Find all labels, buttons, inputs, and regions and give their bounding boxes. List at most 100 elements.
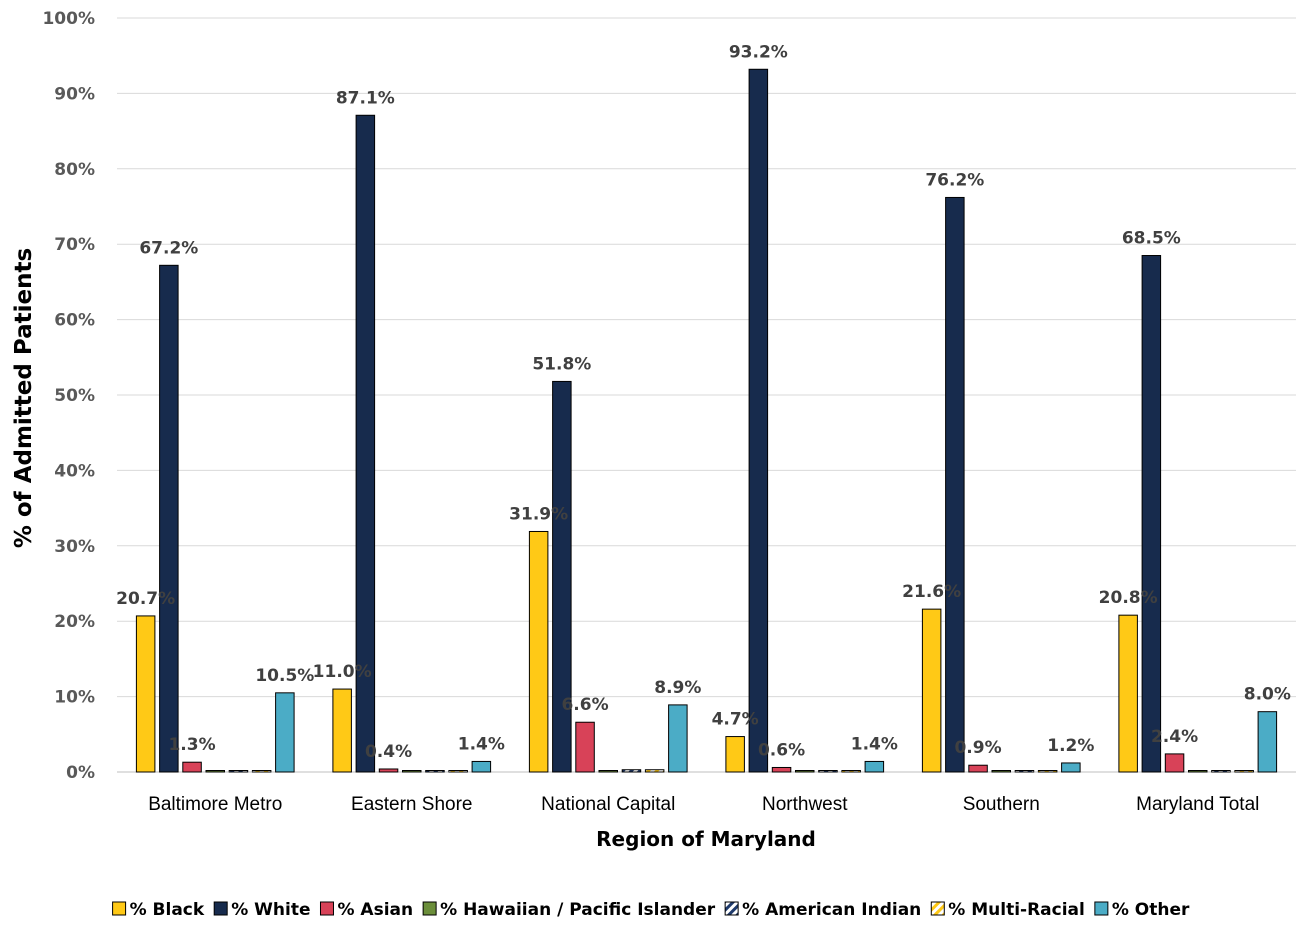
y-tick-label: 30%: [54, 537, 95, 557]
y-tick-label: 90%: [54, 84, 95, 104]
bar-american-indian-northwest: [818, 770, 838, 773]
data-label-asian-eastern-shore: 0.4%: [365, 742, 412, 762]
bar-hawaiian-pacific-islander-northwest: [795, 770, 815, 773]
bar-hawaiian-pacific-islander-national-capital: [598, 770, 618, 773]
bar-asian-baltimore-metro: [182, 761, 202, 773]
legend-item-other: % Other: [1094, 900, 1190, 920]
data-label-black-eastern-shore: 11.0%: [313, 662, 372, 682]
bar-white-national-capital: [552, 380, 572, 773]
bar-american-indian-maryland-total: [1211, 770, 1231, 773]
data-label-white-northwest: 93.2%: [729, 42, 788, 62]
bar-multi-racial-national-capital: [644, 769, 665, 773]
y-tick-label: 10%: [54, 688, 95, 708]
data-label-other-eastern-shore: 1.4%: [458, 734, 505, 754]
legend-label: % Hawaiian / Pacific Islander: [440, 900, 716, 920]
bar-other-northwest: [864, 760, 885, 773]
data-label-black-northwest: 4.7%: [712, 710, 759, 730]
bar-white-baltimore-metro: [159, 264, 179, 773]
x-tick-label-baltimore-metro: Baltimore Metro: [148, 794, 282, 815]
data-label-asian-national-capital: 6.6%: [561, 695, 608, 715]
bar-other-maryland-total: [1257, 711, 1278, 773]
x-axis-title: Region of Maryland: [596, 827, 816, 851]
legend-label: % American Indian: [742, 900, 921, 920]
data-label-black-maryland-total: 20.8%: [1099, 588, 1158, 608]
bar-asian-eastern-shore: [378, 768, 399, 773]
legend-swatch: [724, 901, 739, 916]
bar-multi-racial-maryland-total: [1234, 770, 1254, 773]
x-tick-label-maryland-total: Maryland Total: [1136, 794, 1259, 815]
data-label-black-baltimore-metro: 20.7%: [116, 589, 175, 609]
legend-label: % Multi-Racial: [948, 900, 1085, 920]
x-tick-label-southern: Southern: [963, 794, 1040, 815]
bar-black-baltimore-metro: [135, 615, 156, 773]
legend-label: % Other: [1112, 900, 1190, 920]
data-label-other-northwest: 1.4%: [851, 734, 898, 754]
bar-black-southern: [921, 608, 942, 773]
legend-swatch: [422, 901, 437, 916]
bar-asian-maryland-total: [1164, 753, 1185, 773]
legend-item-black: % Black: [112, 900, 205, 920]
legend-swatch: [1094, 901, 1109, 916]
legend-item-white: % White: [213, 900, 310, 920]
y-axis-title: % of Admitted Patients: [11, 248, 37, 548]
data-label-black-southern: 21.6%: [902, 582, 961, 602]
data-labels: 20.7% 67.2% 1.3% 10.5%11.0% 87.1% 0.4% 1.4% 31.…: [116, 42, 1291, 762]
bar-white-maryland-total: [1141, 255, 1162, 773]
data-label-white-national-capital: 51.8%: [532, 354, 591, 374]
data-label-other-baltimore-metro: 10.5%: [255, 666, 314, 686]
y-tick-label: 40%: [54, 461, 95, 481]
x-tick-label-eastern-shore: Eastern Shore: [351, 794, 472, 815]
bar-other-eastern-shore: [471, 760, 492, 773]
bar-black-maryland-total: [1118, 614, 1138, 773]
y-axis-ticks: 0% 10% 20% 30% 40% 50% 60% 70% 80% 90% 100%: [42, 9, 95, 783]
bar-american-indian-eastern-shore: [425, 770, 445, 773]
legend: % Black % White % Asian % Hawaiian / Pacifi…: [112, 900, 1190, 920]
bar-multi-racial-baltimore-metro: [251, 770, 272, 773]
bar-hawaiian-pacific-islander-eastern-shore: [402, 770, 422, 773]
bars: [135, 68, 1278, 773]
bar-asian-southern: [968, 764, 988, 773]
y-tick-label: 0%: [66, 763, 95, 783]
y-tick-label: 80%: [54, 160, 95, 180]
bar-other-southern: [1061, 762, 1081, 773]
legend-swatch: [213, 901, 228, 916]
bar-multi-racial-eastern-shore: [448, 770, 468, 773]
bar-black-northwest: [725, 736, 745, 773]
bar-american-indian-baltimore-metro: [228, 770, 249, 773]
bar-asian-national-capital: [575, 721, 595, 773]
data-label-asian-baltimore-metro: 1.3%: [168, 735, 215, 755]
bar-american-indian-southern: [1014, 770, 1035, 773]
legend-label: % Black: [130, 900, 205, 920]
bar-hawaiian-pacific-islander-baltimore-metro: [205, 770, 225, 773]
bar-black-national-capital: [528, 530, 549, 773]
data-label-white-eastern-shore: 87.1%: [336, 88, 395, 108]
x-tick-label-national-capital: National Capital: [541, 794, 675, 815]
bar-black-eastern-shore: [332, 688, 352, 773]
legend-swatch: [319, 901, 334, 916]
bar-asian-northwest: [771, 766, 792, 773]
legend-item-hawaiian-pacific-islander: % Hawaiian / Pacific Islander: [422, 900, 716, 920]
bar-hawaiian-pacific-islander-southern: [991, 770, 1011, 773]
legend-swatch: [112, 901, 127, 916]
bar-american-indian-national-capital: [621, 769, 642, 773]
data-label-white-maryland-total: 68.5%: [1122, 229, 1181, 249]
bar-hawaiian-pacific-islander-maryland-total: [1188, 770, 1208, 773]
data-label-asian-maryland-total: 2.4%: [1151, 727, 1198, 747]
x-tick-label-northwest: Northwest: [762, 794, 848, 815]
y-tick-label: 60%: [54, 311, 95, 331]
y-tick-label: 100%: [42, 9, 95, 29]
data-label-other-southern: 1.2%: [1047, 736, 1094, 756]
data-label-other-national-capital: 8.9%: [654, 678, 701, 698]
data-label-asian-southern: 0.9%: [954, 738, 1001, 758]
bar-other-national-capital: [668, 704, 688, 773]
data-label-asian-northwest: 0.6%: [758, 740, 805, 760]
legend-item-american-indian: % American Indian: [724, 900, 921, 920]
gridlines: [117, 17, 1296, 773]
bar-white-northwest: [748, 68, 769, 773]
legend-item-multi-racial: % Multi-Racial: [930, 900, 1085, 920]
data-label-other-maryland-total: 8.0%: [1244, 685, 1291, 705]
data-label-white-baltimore-metro: 67.2%: [139, 238, 198, 258]
legend-label: % White: [231, 900, 310, 920]
bar-multi-racial-southern: [1037, 770, 1058, 773]
